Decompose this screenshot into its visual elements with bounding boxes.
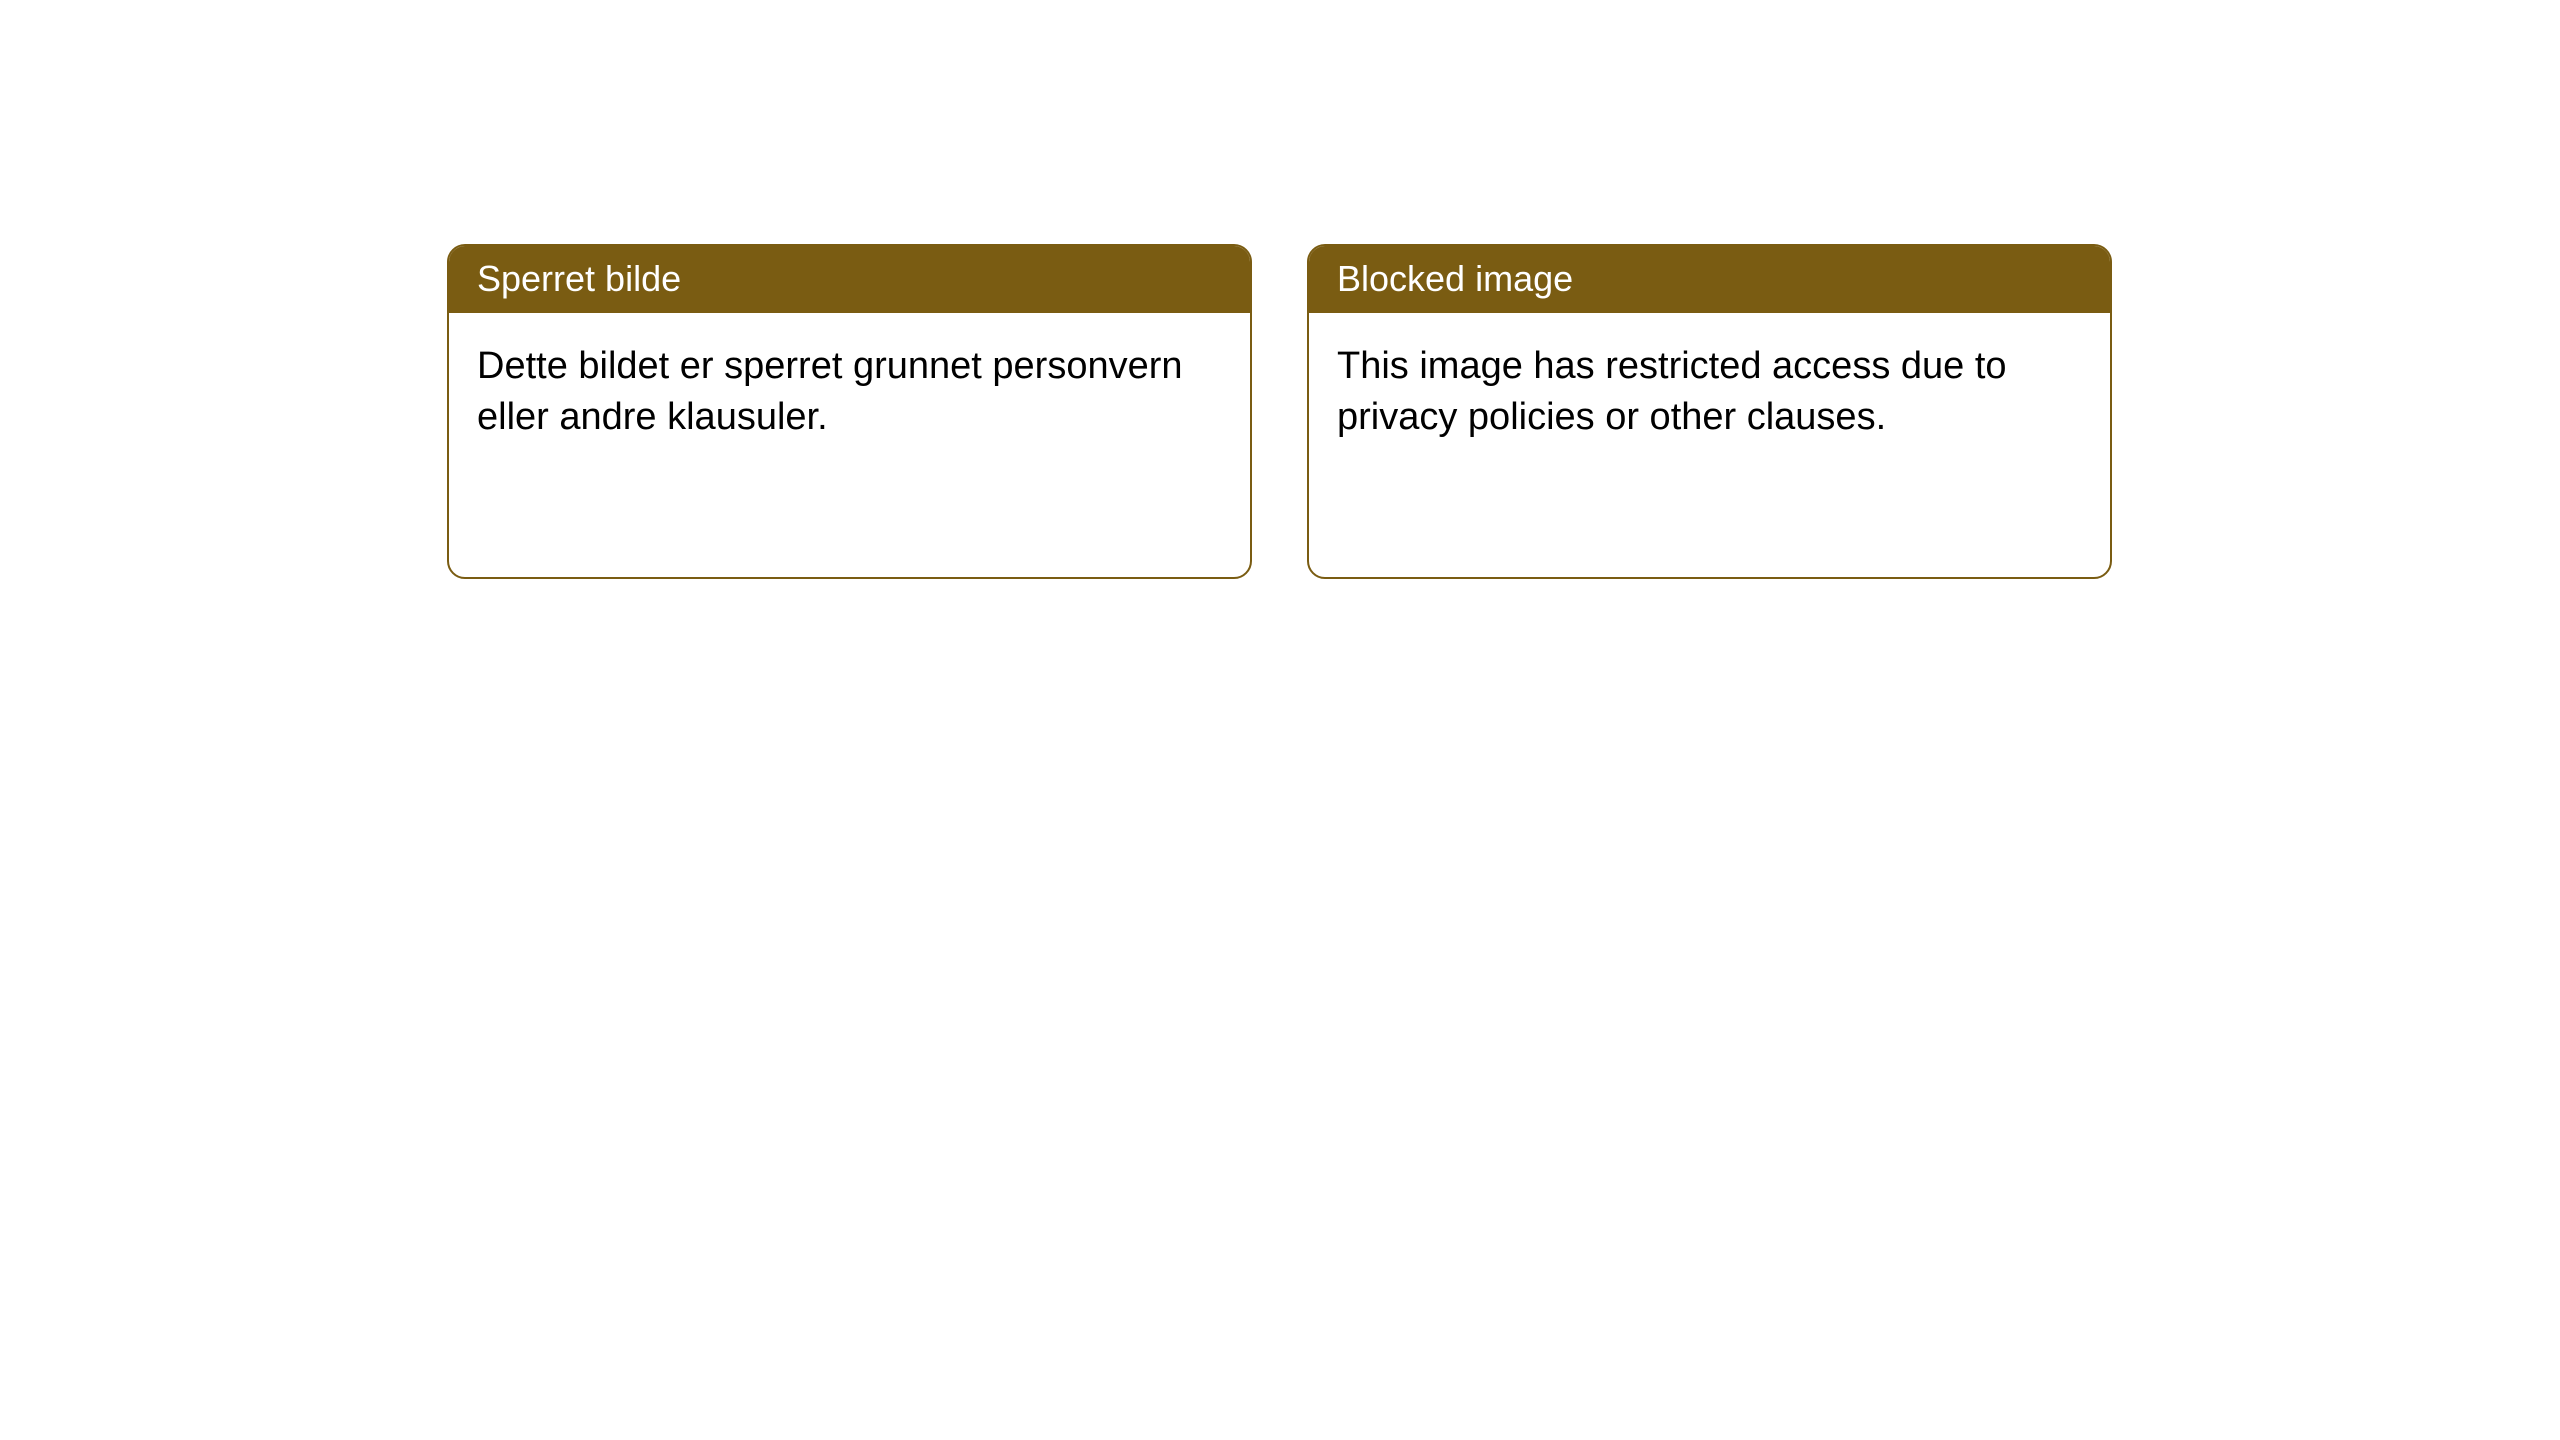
- panel-header: Sperret bilde: [449, 246, 1250, 313]
- panel-message: Dette bildet er sperret grunnet personve…: [477, 345, 1183, 438]
- notice-panels-container: Sperret bilde Dette bildet er sperret gr…: [447, 244, 2112, 579]
- notice-panel-english: Blocked image This image has restricted …: [1307, 244, 2112, 579]
- panel-title: Sperret bilde: [477, 258, 681, 299]
- panel-title: Blocked image: [1337, 258, 1573, 299]
- notice-panel-norwegian: Sperret bilde Dette bildet er sperret gr…: [447, 244, 1252, 579]
- panel-body: Dette bildet er sperret grunnet personve…: [449, 313, 1250, 472]
- panel-message: This image has restricted access due to …: [1337, 345, 2007, 438]
- panel-header: Blocked image: [1309, 246, 2110, 313]
- panel-body: This image has restricted access due to …: [1309, 313, 2110, 472]
